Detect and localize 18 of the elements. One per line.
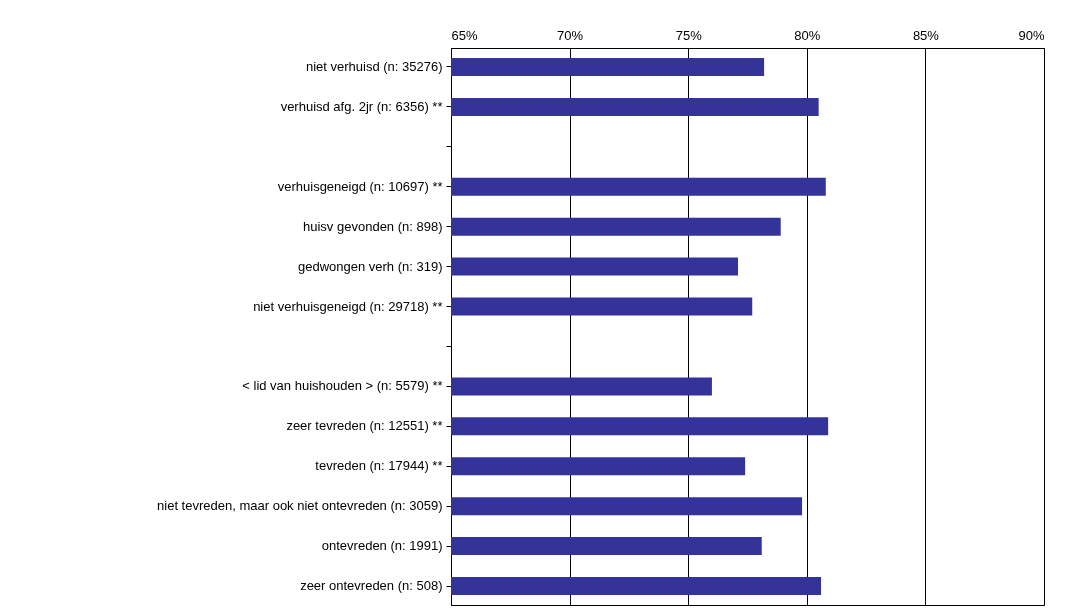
y-tick-label: niet verhuisd (n: 35276)	[305, 58, 443, 74]
y-tick-label: huisv gevonden (n: 898)	[303, 218, 443, 234]
y-tick-label: ontevreden (n: 1991)	[321, 538, 443, 554]
y-tick-label: < lid van huishouden > (n: 5579) **	[242, 378, 443, 394]
y-tick-label: zeer ontevreden (n: 508)	[300, 578, 443, 594]
x-tick-label: 80%	[794, 27, 821, 43]
y-tick-label: zeer tevreden (n: 12551) **	[286, 418, 443, 434]
y-tick-label: verhuisd afg. 2jr (n: 6356) **	[280, 98, 443, 114]
x-tick-label: 75%	[675, 27, 703, 43]
y-tick-label: tevreden (n: 17944) **	[315, 458, 443, 474]
y-tick-label: verhuisgeneigd (n: 10697) **	[277, 178, 443, 194]
x-tick-label: 65%	[451, 27, 478, 43]
y-tick-label: gedwongen verh (n: 319)	[297, 258, 443, 274]
y-tick-label: niet tevreden, maar ook niet ontevreden (n: 3059)	[157, 498, 443, 514]
x-tick-label: 85%	[912, 27, 940, 43]
x-tick-label: 90%	[1018, 27, 1045, 43]
x-tick-label: 70%	[557, 27, 584, 43]
y-tick-label: niet verhuisgeneigd (n: 29718) **	[253, 298, 443, 314]
